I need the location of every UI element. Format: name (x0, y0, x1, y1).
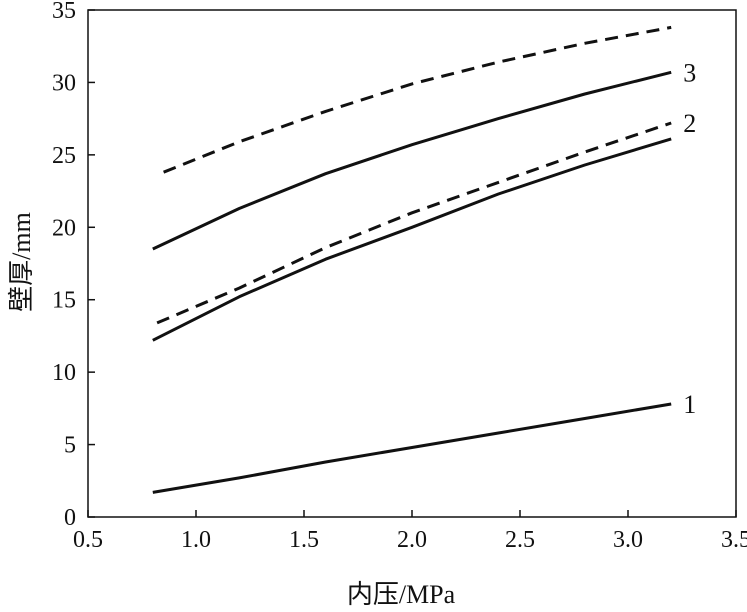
x-tick-label: 0.5 (73, 527, 103, 553)
y-tick-label: 15 (52, 288, 76, 314)
y-tick-label: 20 (52, 215, 76, 241)
y-tick-label: 35 (52, 0, 76, 24)
x-tick-label: 1.5 (289, 527, 319, 553)
x-tick-label: 2.5 (505, 527, 535, 553)
series-line-1-solid (152, 402, 672, 494)
y-tick-label: 10 (52, 360, 76, 386)
series-line-2-solid (152, 137, 672, 342)
series-line-5-dashed (163, 25, 672, 174)
y-tick-label: 5 (64, 433, 76, 459)
series-line-4-solid (152, 70, 672, 251)
y-axis-ticks: 0 5 10 15 20 25 30 35 (52, 0, 95, 531)
y-axis-label: 壁厚/mm (7, 212, 36, 312)
series-label-3: 3 (683, 58, 696, 87)
x-tick-label: 3.5 (721, 527, 747, 553)
y-tick-label: 25 (52, 143, 76, 169)
y-tick-label: 30 (52, 70, 76, 96)
series-line-3-dashed (156, 121, 672, 325)
series-labels: 1 2 3 (683, 58, 696, 419)
series-label-2: 2 (683, 109, 696, 138)
x-axis-ticks: 0.5 1.0 1.5 2.0 2.5 3.0 3.5 (73, 510, 747, 553)
x-tick-label: 2.0 (397, 527, 427, 553)
series-layer (152, 25, 672, 494)
series-label-1: 1 (683, 390, 696, 419)
plot-frame (87, 9, 737, 518)
y-tick-label: 0 (64, 505, 76, 531)
x-tick-label: 3.0 (613, 527, 643, 553)
x-axis-label: 内压/MPa (347, 580, 456, 609)
plot-area (87, 9, 737, 518)
x-tick-label: 1.0 (181, 527, 211, 553)
